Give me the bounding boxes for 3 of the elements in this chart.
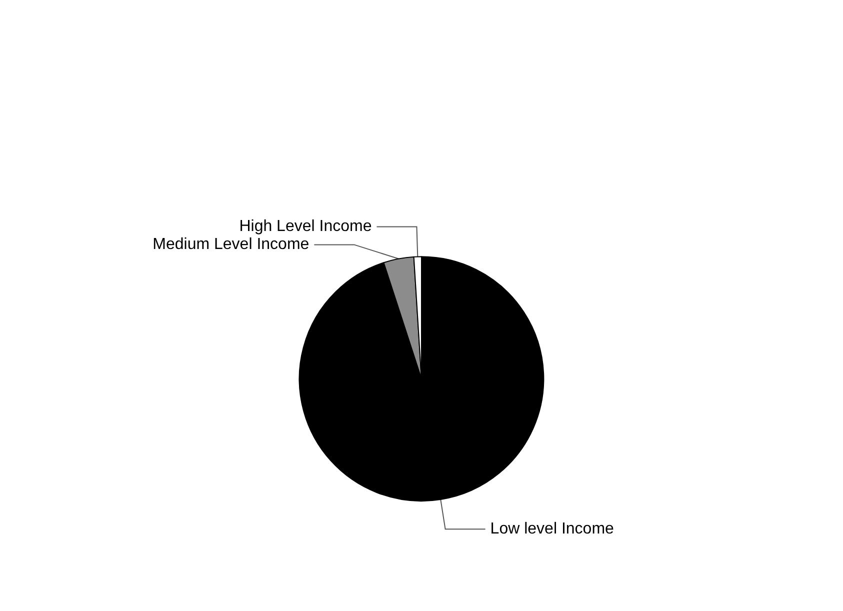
slice-label: Low level Income (490, 520, 614, 538)
slice-label: High Level Income (239, 218, 372, 236)
slice-label: Medium Level Income (152, 236, 310, 254)
